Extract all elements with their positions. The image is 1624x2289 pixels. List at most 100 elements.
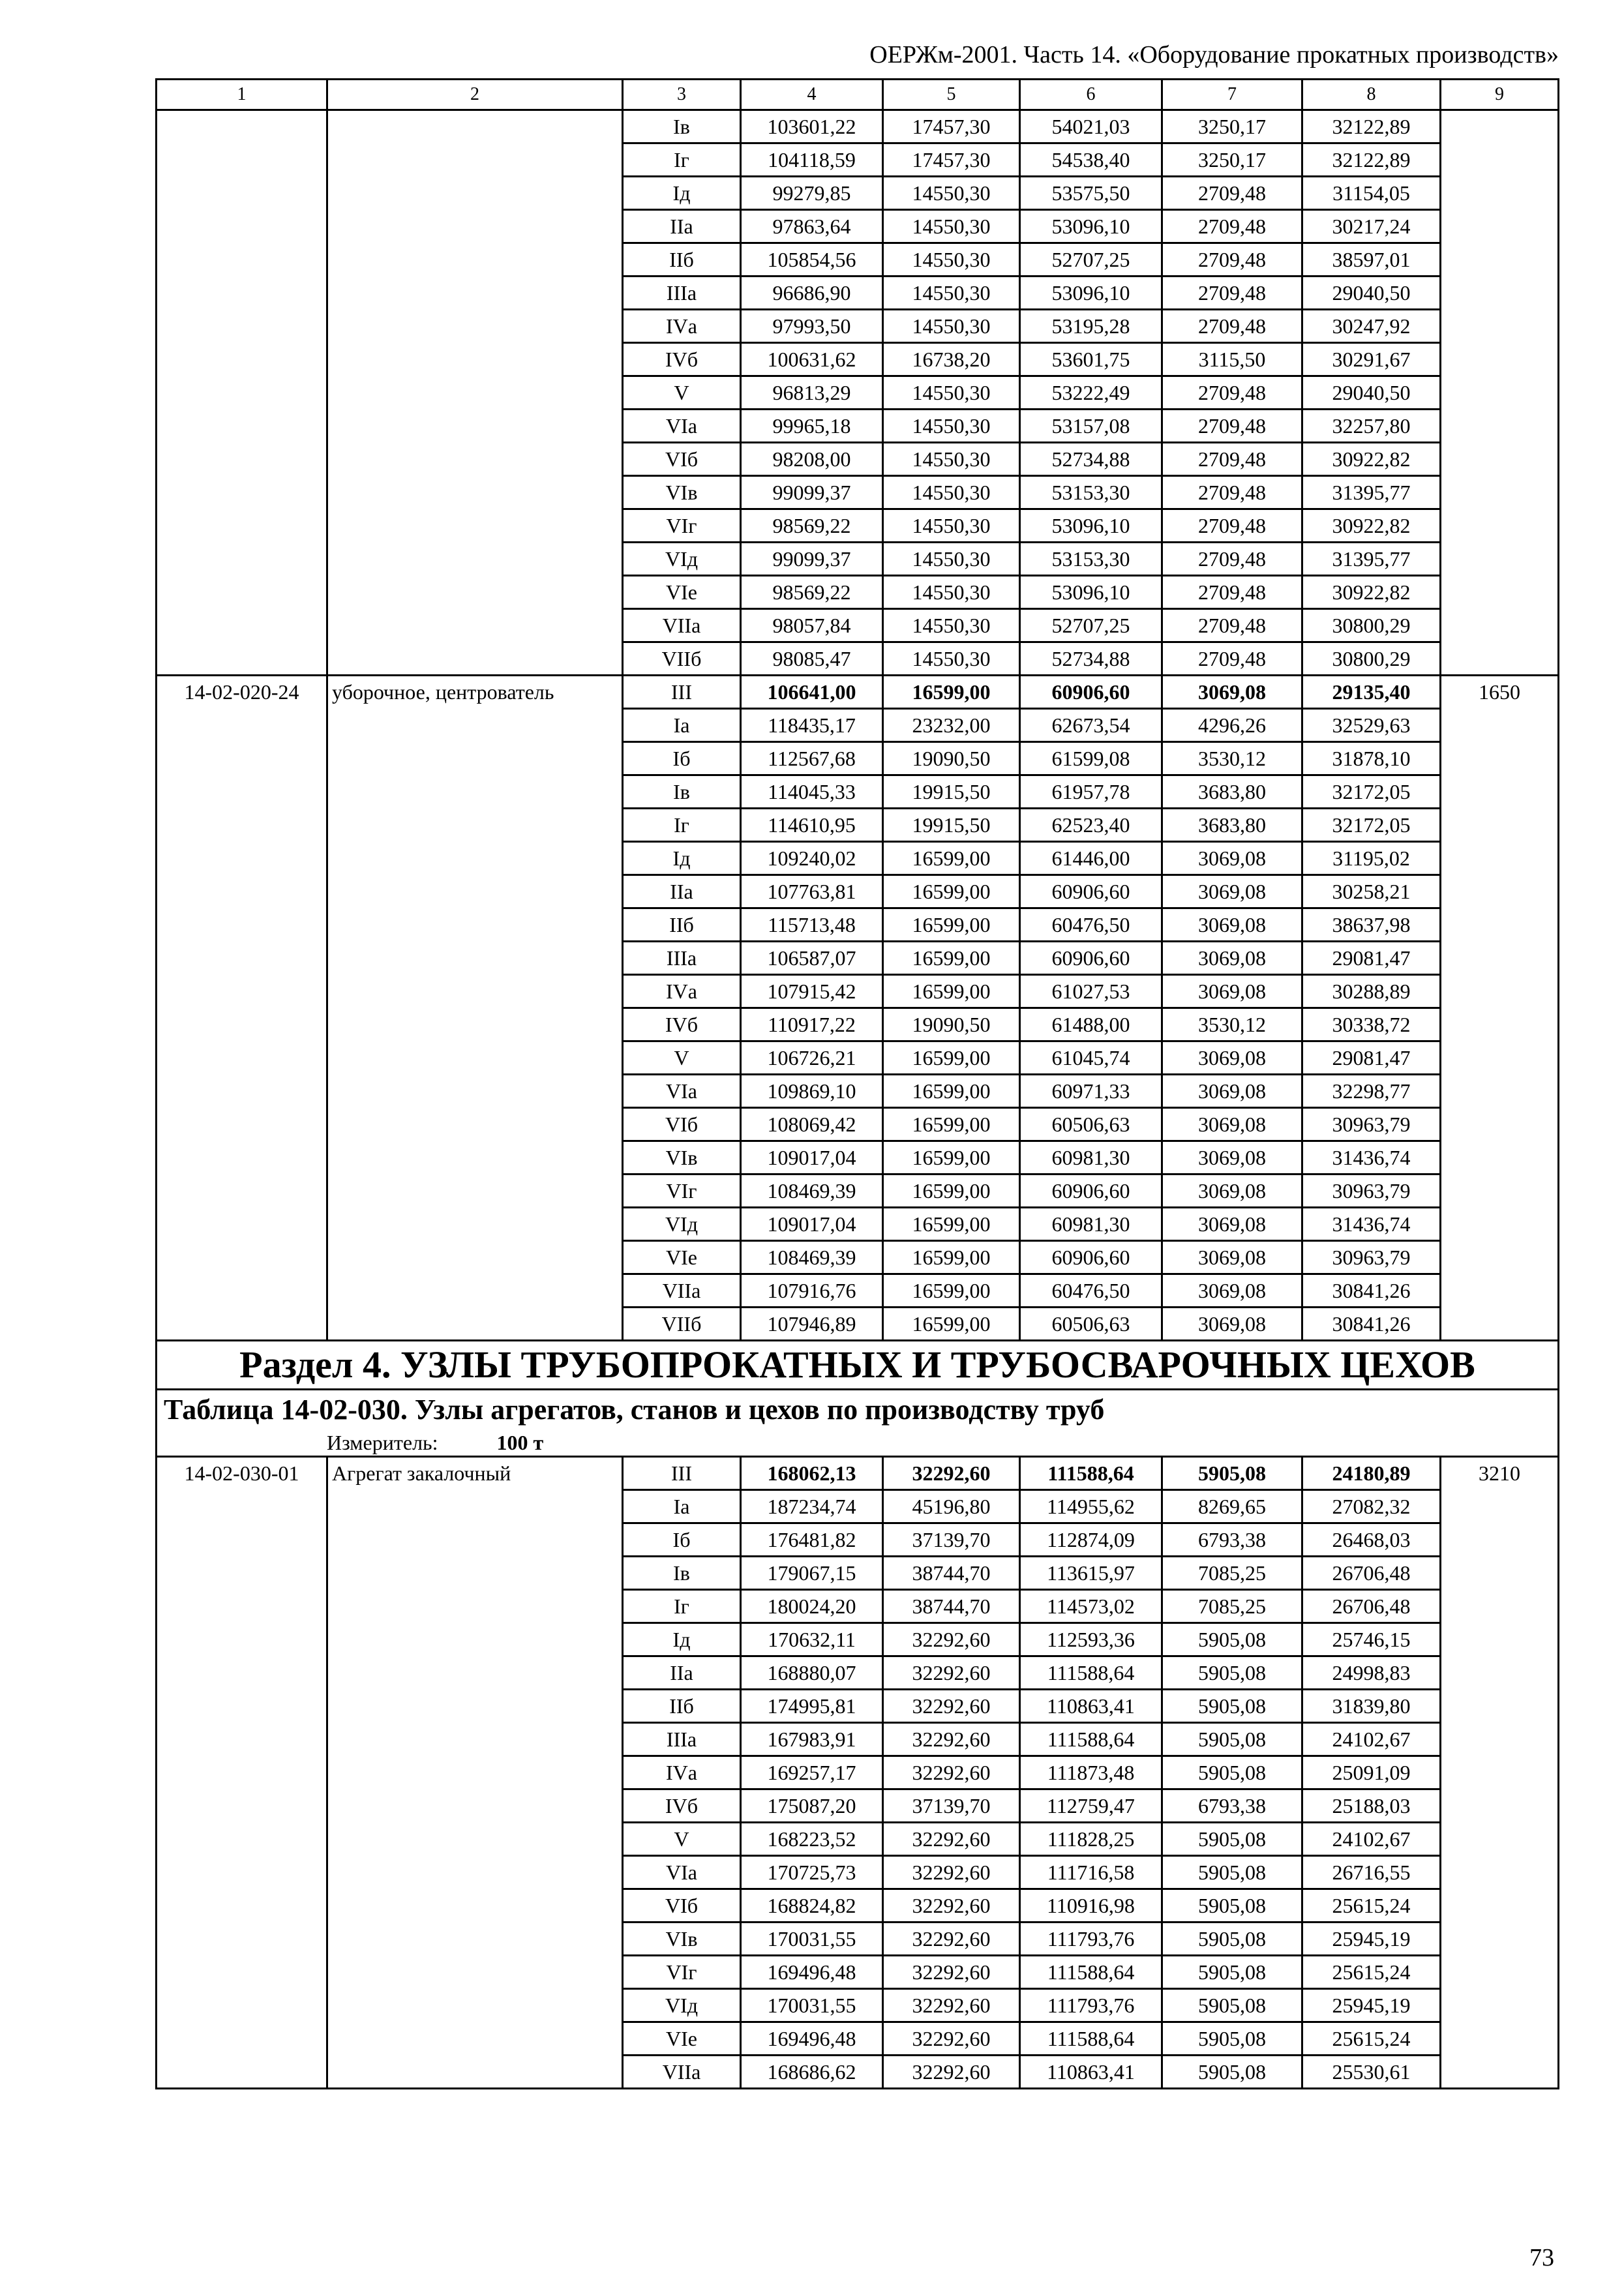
value-cell: 32292,60: [882, 1888, 1021, 1923]
value-cell: 30963,79: [1301, 1107, 1441, 1142]
value-cell: 38597,01: [1301, 242, 1441, 277]
value-cell: 16599,00: [882, 1273, 1021, 1308]
value-cell: 32122,89: [1301, 109, 1441, 144]
table-row: Iд 170632,11 32292,60 112593,36 5905,08 25746…: [157, 1622, 1559, 1657]
value-cell: 32292,60: [882, 1622, 1021, 1657]
zone-cell: VIв: [622, 475, 742, 510]
value-cell: 110917,22: [740, 1007, 884, 1042]
value-cell: 60906,60: [1019, 874, 1163, 909]
value-cell: 16599,00: [882, 1107, 1021, 1142]
value-cell: 14550,30: [882, 209, 1021, 244]
unit-row: Измеритель: 100 т: [155, 1429, 1559, 1458]
value-cell: 110916,98: [1019, 1888, 1163, 1923]
value-cell: 32292,60: [882, 1755, 1021, 1790]
value-cell: 168880,07: [740, 1655, 884, 1690]
value-cell: 109869,10: [740, 1073, 884, 1109]
value-cell: 30922,82: [1301, 441, 1441, 477]
table-row: IIIа 167983,91 32292,60 111588,64 5905,08 241…: [157, 1722, 1559, 1757]
value-cell: 52734,88: [1019, 641, 1163, 676]
table-row: VIIа 168686,62 32292,60 110863,41 5905,08 255…: [157, 2054, 1559, 2089]
value-cell: 31195,02: [1301, 841, 1441, 876]
value-cell: 5905,08: [1161, 1722, 1303, 1757]
value-cell: 16599,00: [882, 1306, 1021, 1341]
value-cell: 108469,39: [740, 1173, 884, 1208]
value-cell: 2709,48: [1161, 508, 1303, 543]
zone-cell: IIб: [622, 242, 742, 277]
value-cell: 38637,98: [1301, 907, 1441, 942]
zone-cell: IIIа: [622, 275, 742, 310]
value-cell: 23232,00: [882, 708, 1021, 743]
value-cell: 29081,47: [1301, 1040, 1441, 1075]
zone-cell: VIа: [622, 1073, 742, 1109]
zone-cell: VIд: [622, 541, 742, 576]
value-cell: 31395,77: [1301, 475, 1441, 510]
table-row: VIIб 107946,89 16599,00 60506,63 3069,08 3084…: [157, 1306, 1559, 1341]
value-cell: 26716,55: [1301, 1855, 1441, 1890]
value-cell: 38744,70: [882, 1555, 1021, 1591]
zone-cell: VIе: [622, 2021, 742, 2056]
value-cell: 32292,60: [882, 1988, 1021, 2023]
col9-value: 3210: [1439, 1456, 1559, 2089]
value-cell: 16599,00: [882, 1240, 1021, 1275]
value-cell: 111588,64: [1019, 1456, 1163, 1491]
table-row: V 106726,21 16599,00 61045,74 3069,08 29081,4…: [157, 1040, 1559, 1075]
zone-cell: VIа: [622, 1855, 742, 1890]
value-cell: 26468,03: [1301, 1522, 1441, 1557]
value-cell: 30800,29: [1301, 608, 1441, 643]
value-cell: 14550,30: [882, 275, 1021, 310]
value-cell: 3250,17: [1161, 109, 1303, 144]
unit-label: Измеритель:: [327, 1431, 438, 1454]
value-cell: 14550,30: [882, 308, 1021, 344]
value-cell: 3069,08: [1161, 1306, 1303, 1341]
page-number: 73: [1529, 2244, 1554, 2271]
value-cell: 31436,74: [1301, 1140, 1441, 1175]
value-cell: 106726,21: [740, 1040, 884, 1075]
table-row: VIа 99965,18 14550,30 53157,08 2709,48 32257,…: [157, 408, 1559, 443]
value-cell: 25615,24: [1301, 1954, 1441, 1990]
value-cell: 29135,40: [1301, 674, 1441, 710]
value-cell: 98208,00: [740, 441, 884, 477]
value-cell: 61599,08: [1019, 741, 1163, 776]
table-row: VIб 98208,00 14550,30 52734,88 2709,48 30922,…: [157, 441, 1559, 477]
value-cell: 60476,50: [1019, 907, 1163, 942]
value-cell: 97863,64: [740, 209, 884, 244]
value-cell: 26706,48: [1301, 1555, 1441, 1591]
table-row: IVб 175087,20 37139,70 112759,47 6793,38 2518…: [157, 1788, 1559, 1823]
value-cell: 53575,50: [1019, 175, 1163, 211]
table-row: Iа 187234,74 45196,80 114955,62 8269,65 27082…: [157, 1489, 1559, 1524]
zone-cell: Iа: [622, 708, 742, 743]
value-cell: 29040,50: [1301, 275, 1441, 310]
table-row: IIб 174995,81 32292,60 110863,41 5905,08 3183…: [157, 1688, 1559, 1724]
value-cell: 32292,60: [882, 1821, 1021, 1857]
rate-code: 14-02-030-01: [155, 1456, 328, 2089]
value-cell: 2709,48: [1161, 209, 1303, 244]
value-cell: 25091,09: [1301, 1755, 1441, 1790]
value-cell: 16738,20: [882, 342, 1021, 377]
value-cell: 109017,04: [740, 1206, 884, 1242]
table-row: V 96813,29 14550,30 53222,49 2709,48 29040,50: [157, 375, 1559, 410]
value-cell: 60981,30: [1019, 1140, 1163, 1175]
value-cell: 24102,67: [1301, 1821, 1441, 1857]
value-cell: 52707,25: [1019, 608, 1163, 643]
value-cell: 108069,42: [740, 1107, 884, 1142]
value-cell: 30288,89: [1301, 974, 1441, 1009]
zone-cell: V: [622, 375, 742, 410]
value-cell: 61045,74: [1019, 1040, 1163, 1075]
value-cell: 3115,50: [1161, 342, 1303, 377]
value-cell: 112874,09: [1019, 1522, 1163, 1557]
value-cell: 32292,60: [882, 2054, 1021, 2089]
table-row: IIIа 96686,90 14550,30 53096,10 2709,48 29040…: [157, 275, 1559, 310]
value-cell: 16599,00: [882, 1073, 1021, 1109]
value-cell: 3069,08: [1161, 907, 1303, 942]
value-cell: 111588,64: [1019, 2021, 1163, 2056]
table-row: 14-02-030-01 Агрегат закалочный III 168062,…: [155, 1456, 1559, 2089]
column-number: 5: [882, 78, 1021, 111]
value-cell: 175087,20: [740, 1788, 884, 1823]
zone-cell: Iг: [622, 807, 742, 843]
zone-cell: IVа: [622, 1755, 742, 1790]
value-cell: 107946,89: [740, 1306, 884, 1341]
zone-cell: VIв: [622, 1921, 742, 1956]
table-row: Iв 114045,33 19915,50 61957,78 3683,80 32172,…: [157, 774, 1559, 809]
value-cell: 2709,48: [1161, 308, 1303, 344]
value-cell: 60476,50: [1019, 1273, 1163, 1308]
